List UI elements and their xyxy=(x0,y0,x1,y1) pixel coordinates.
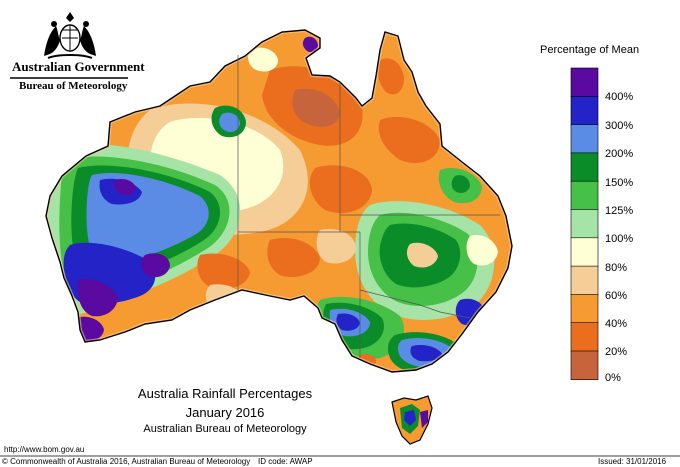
legend-swatch-0 xyxy=(570,67,599,98)
legend-label-0: 0% xyxy=(605,372,621,384)
footer-copyright: © Commonwealth of Australia 2016, Austra… xyxy=(2,457,251,466)
map-period: January 2016 xyxy=(185,405,265,420)
footer-id-code: ID code: AWAP xyxy=(258,457,313,466)
legend-swatch-8 xyxy=(570,294,599,324)
legend-swatch-7 xyxy=(570,265,599,296)
mainland-coastline xyxy=(45,29,513,373)
legend-colorbar xyxy=(570,67,599,381)
footer-url: http://www.bom.gov.au xyxy=(4,445,85,454)
legend-swatch-2 xyxy=(570,124,599,154)
legend-label-300: 300% xyxy=(605,120,634,132)
legend-label-150: 150% xyxy=(605,177,634,189)
tasmania-very-wet-area xyxy=(404,410,416,426)
legend-swatch-1 xyxy=(570,96,599,126)
state-borders xyxy=(237,55,500,358)
legend-swatch-10 xyxy=(570,350,599,381)
legend-swatch-3 xyxy=(570,152,599,182)
legend-label-20: 20% xyxy=(605,346,628,358)
legend-label-200: 200% xyxy=(605,148,634,160)
legend-label-400: 400% xyxy=(605,91,634,103)
map-title: Australia Rainfall Percentages xyxy=(137,386,313,401)
bureau-name: Bureau of Meteorology xyxy=(19,80,128,92)
map-source: Australian Bureau of Meteorology xyxy=(143,423,307,435)
legend-label-125: 125% xyxy=(605,205,634,217)
legend-label-100: 100% xyxy=(605,233,634,245)
legend-label-40: 40% xyxy=(605,318,628,330)
legend-swatch-6 xyxy=(570,237,599,267)
government-name: Australian Government xyxy=(12,59,145,74)
footer-issued: Issued: 31/01/2016 xyxy=(598,457,667,466)
legend-label-80: 80% xyxy=(605,262,628,274)
legend-swatch-5 xyxy=(570,209,599,239)
legend-title: Percentage of Mean xyxy=(540,44,640,56)
legend-label-60: 60% xyxy=(605,290,628,302)
tasmania-extreme-area xyxy=(420,410,428,428)
legend-swatch-9 xyxy=(570,322,599,352)
legend-swatch-4 xyxy=(570,180,599,211)
coat-of-arms-icon xyxy=(44,12,96,59)
